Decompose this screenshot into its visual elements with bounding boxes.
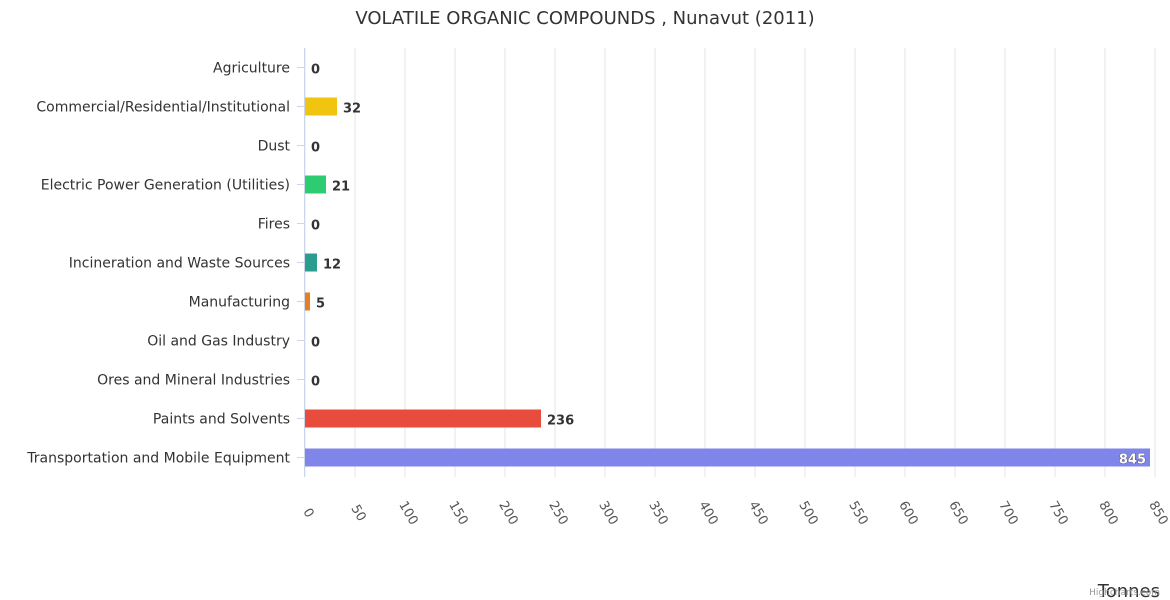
data-label: 236 <box>547 414 574 429</box>
category-label: Incineration and Waste Sources <box>69 256 290 272</box>
data-label: 0 <box>311 336 320 351</box>
category-labels: Agriculture Commercial/Residential/Instit… <box>26 61 290 467</box>
data-label: 0 <box>311 219 320 234</box>
bar[interactable] <box>305 409 541 428</box>
category-label: Transportation and Mobile Equipment <box>26 451 290 467</box>
x-axis-title: Tonnes <box>1097 581 1160 600</box>
category-label: Commercial/Residential/Institutional <box>36 100 290 116</box>
data-label: 5 <box>316 297 325 312</box>
category-label: Fires <box>258 217 290 233</box>
bar[interactable] <box>305 175 326 194</box>
category-label: Electric Power Generation (Utilities) <box>41 178 290 194</box>
gridlines <box>297 48 1156 477</box>
data-label: 0 <box>311 141 320 156</box>
bar[interactable] <box>305 253 317 272</box>
chart-title: VOLATILE ORGANIC COMPOUNDS , Nunavut (20… <box>355 8 814 29</box>
bar[interactable] <box>305 292 310 311</box>
data-label: 845 <box>1119 453 1146 468</box>
data-label: 12 <box>323 258 341 273</box>
category-label: Agriculture <box>213 61 290 77</box>
category-label: Manufacturing <box>189 295 290 311</box>
data-label: 0 <box>311 63 320 78</box>
data-label: 21 <box>332 180 350 195</box>
bars <box>305 97 1150 467</box>
credits-link[interactable]: Highcharts.com <box>1089 588 1160 598</box>
category-label: Dust <box>258 139 291 155</box>
data-label: 32 <box>343 102 361 117</box>
data-label: 0 <box>311 375 320 390</box>
x-tick-label: 50 <box>347 502 368 524</box>
category-label: Paints and Solvents <box>153 412 290 428</box>
bar[interactable] <box>305 448 1150 467</box>
bar[interactable] <box>305 97 337 116</box>
category-label: Ores and Mineral Industries <box>97 373 290 389</box>
value-labels: 0 32 0 21 0 12 5 0 0 236 845 <box>311 63 1146 468</box>
category-label: Oil and Gas Industry <box>147 334 290 350</box>
